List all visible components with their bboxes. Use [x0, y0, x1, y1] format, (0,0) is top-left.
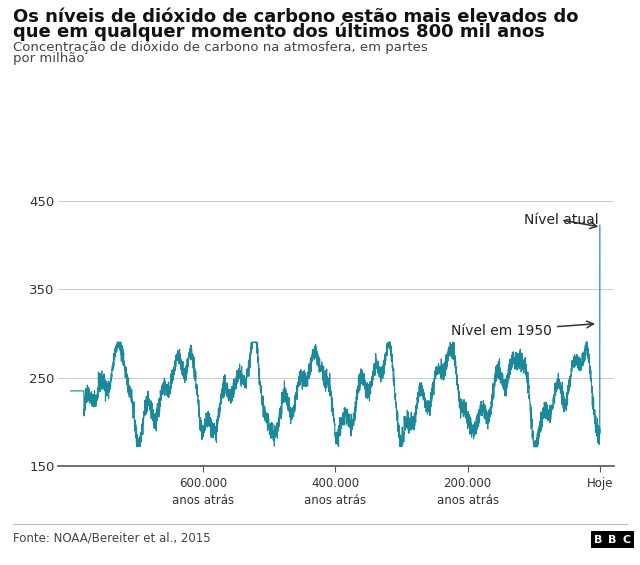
- Text: Fonte: NOAA/Bereiter et al., 2015: Fonte: NOAA/Bereiter et al., 2015: [13, 531, 211, 544]
- Text: B: B: [608, 534, 617, 545]
- Text: C: C: [623, 534, 630, 545]
- Text: Os níveis de dióxido de carbono estão mais elevados do: Os níveis de dióxido de carbono estão ma…: [13, 8, 579, 27]
- Text: Nível em 1950: Nível em 1950: [451, 321, 593, 338]
- Text: B: B: [594, 534, 603, 545]
- Text: Concentração de dióxido de carbono na atmosfera, em partes: Concentração de dióxido de carbono na at…: [13, 41, 428, 54]
- Text: por milhão: por milhão: [13, 52, 84, 65]
- Text: Nível atual: Nível atual: [524, 213, 598, 228]
- Text: que em qualquer momento dos últimos 800 mil anos: que em qualquer momento dos últimos 800 …: [13, 23, 545, 41]
